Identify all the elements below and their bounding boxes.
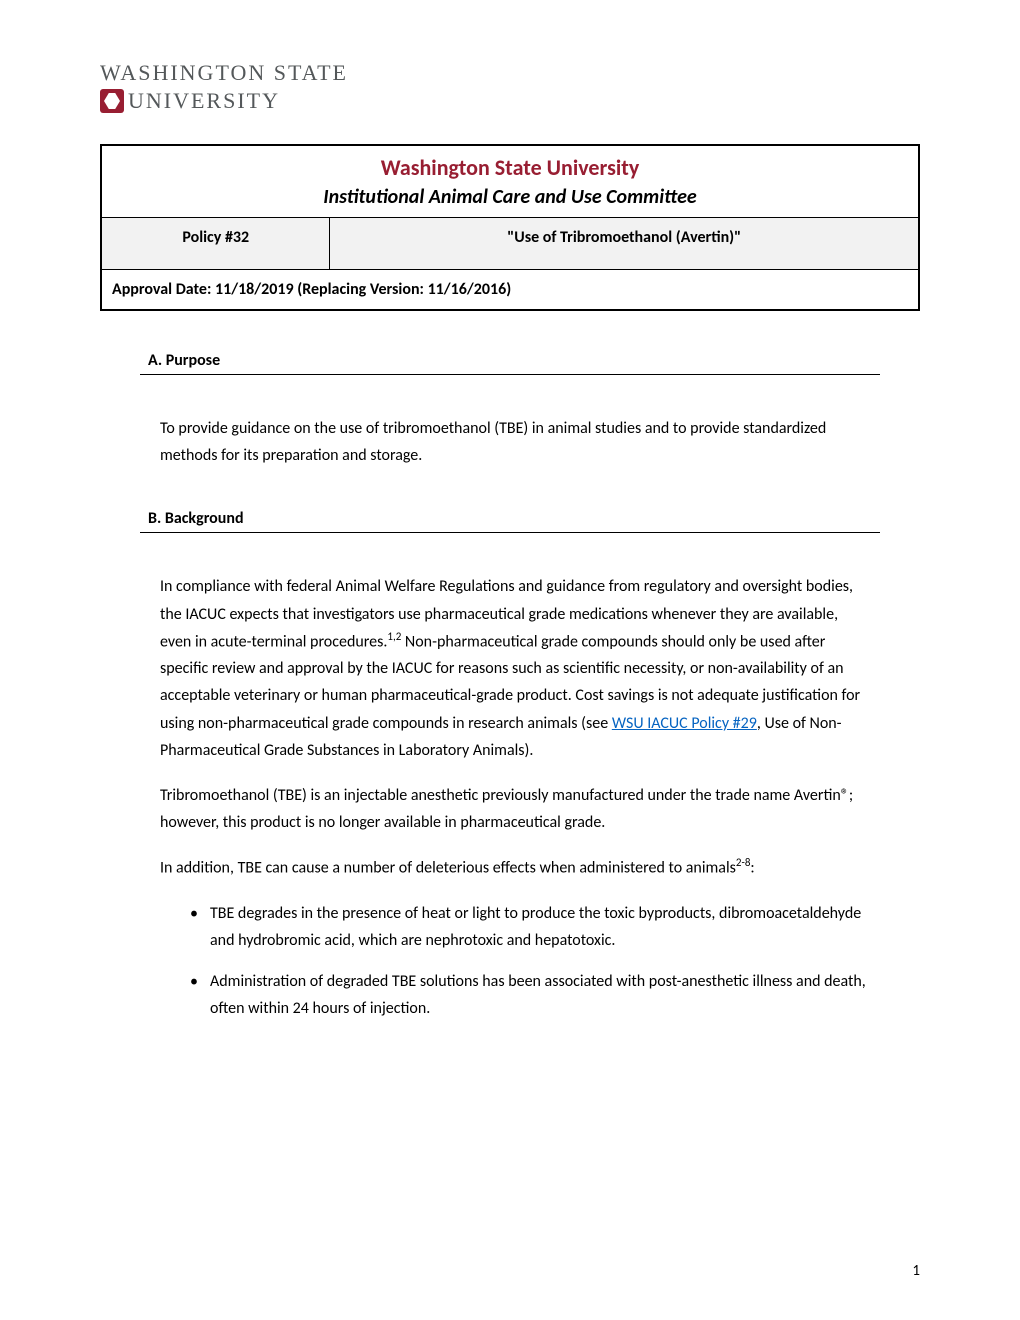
approval-date: Approval Date: 11/18/2019 (Replacing Ver…	[102, 270, 918, 309]
section-body-purpose: To provide guidance on the use of tribro…	[140, 415, 880, 469]
policy-title: "Use of Tribromoethanol (Avertin)"	[330, 218, 918, 269]
policy-header-box: Washington State University Institutiona…	[100, 144, 920, 311]
section-body-background: In compliance with federal Animal Welfar…	[140, 573, 880, 1022]
logo-text-top: WASHINGTON STATE	[100, 60, 920, 86]
header-university: Washington State University	[102, 154, 918, 181]
header-title-row: Washington State University	[102, 146, 918, 185]
list-item: Administration of degraded TBE solutions…	[190, 968, 870, 1022]
para3-pre: In addition, TBE can cause a number of d…	[160, 859, 736, 878]
logo-bottom-row: UNIVERSITY	[100, 88, 920, 114]
list-item: TBE degrades in the presence of heat or …	[190, 900, 870, 954]
wsu-logo: WASHINGTON STATE UNIVERSITY	[100, 60, 920, 114]
purpose-text: To provide guidance on the use of tribro…	[160, 415, 870, 469]
background-para3: In addition, TBE can cause a number of d…	[160, 854, 870, 882]
policy-number: Policy #32	[102, 218, 330, 269]
policy-29-link[interactable]: WSU IACUC Policy #29	[612, 714, 757, 733]
cougar-icon	[100, 89, 124, 113]
section-header-background: B. Background	[140, 509, 880, 528]
section-header-purpose: A. Purpose	[140, 351, 880, 370]
citation-sup: 2-8	[736, 856, 751, 869]
document-content: A. Purpose To provide guidance on the us…	[100, 351, 920, 1023]
page-number: 1	[912, 1262, 920, 1280]
background-para1: In compliance with federal Animal Welfar…	[160, 573, 870, 764]
para3-post: :	[750, 859, 754, 878]
policy-row: Policy #32 "Use of Tribromoethanol (Aver…	[102, 218, 918, 270]
logo-text-university: UNIVERSITY	[128, 88, 280, 114]
citation-sup: 1,2	[387, 630, 401, 643]
background-para2: Tribromoethanol (TBE) is an injectable a…	[160, 782, 870, 836]
header-committee: Institutional Animal Care and Use Commit…	[102, 185, 918, 218]
section-rule	[140, 374, 880, 375]
effects-bullet-list: TBE degrades in the presence of heat or …	[160, 900, 870, 1023]
section-rule	[140, 532, 880, 533]
